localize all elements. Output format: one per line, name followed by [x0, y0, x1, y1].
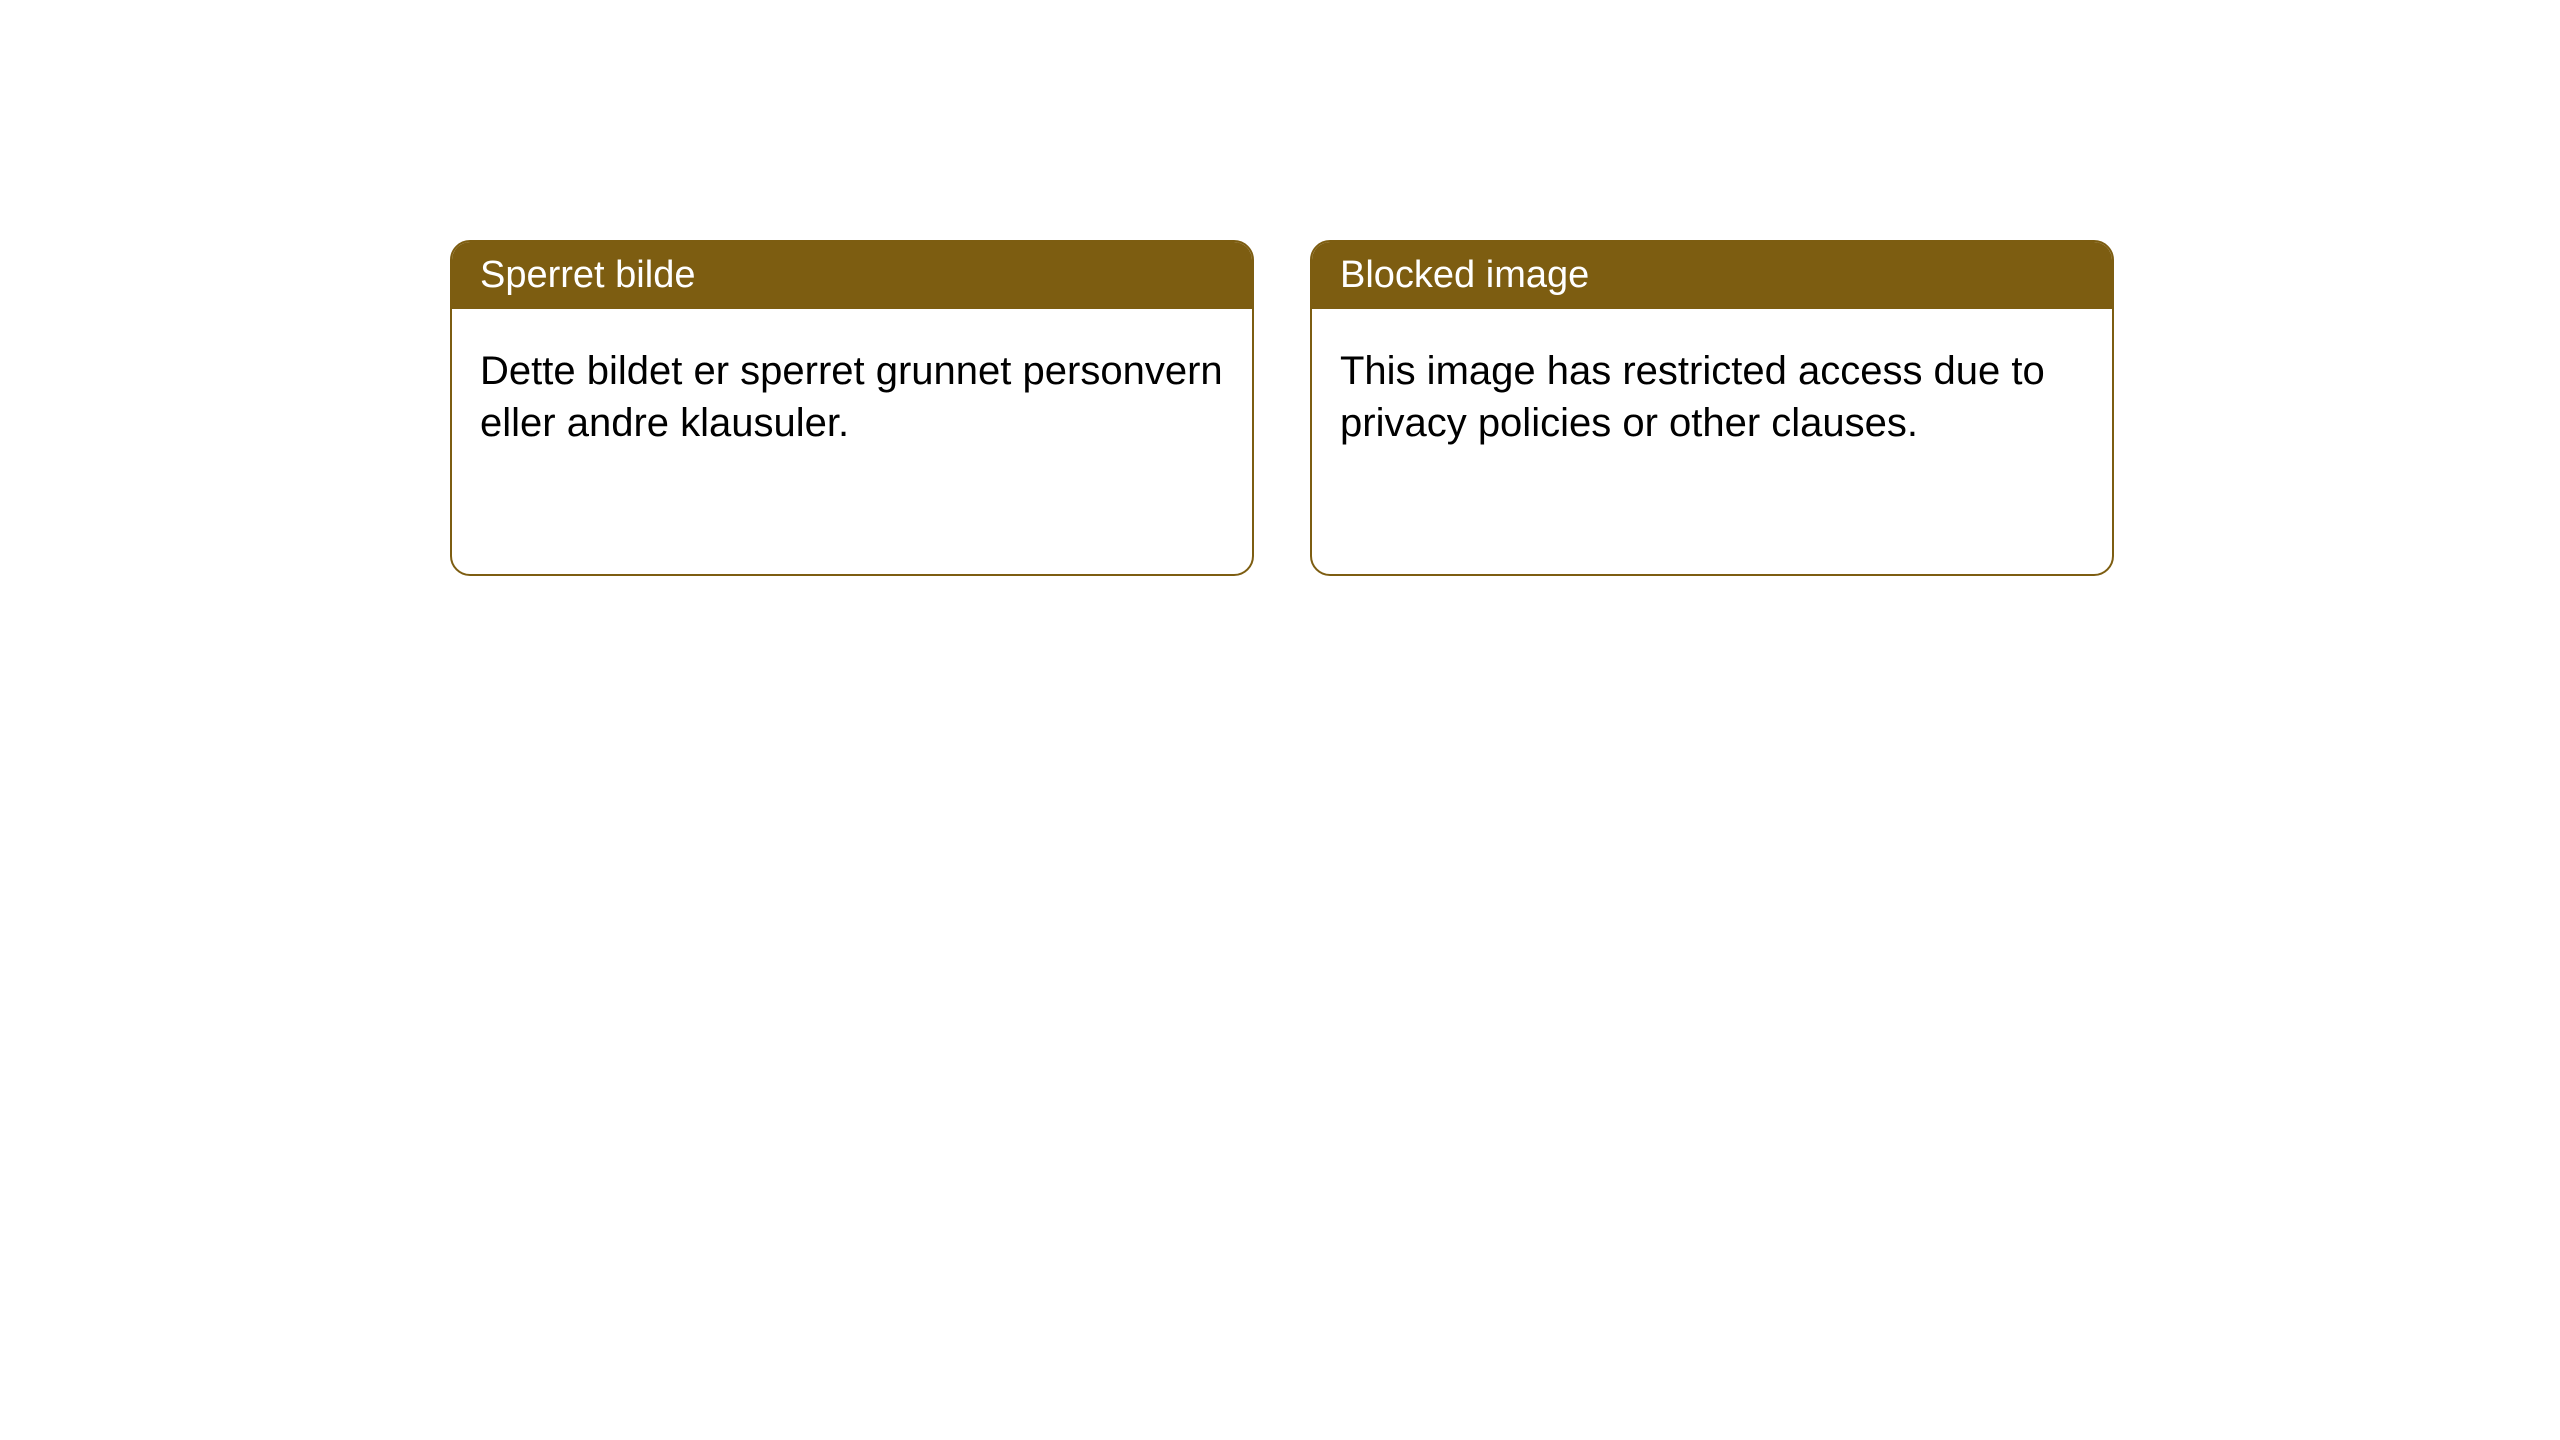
notice-message: Dette bildet er sperret grunnet personve… — [480, 349, 1223, 445]
notice-card-norwegian: Sperret bilde Dette bildet er sperret gr… — [450, 240, 1254, 576]
notice-message: This image has restricted access due to … — [1340, 349, 2045, 445]
notice-card-english: Blocked image This image has restricted … — [1310, 240, 2114, 576]
notice-title: Sperret bilde — [480, 254, 695, 296]
notice-title: Blocked image — [1340, 254, 1589, 296]
notice-container: Sperret bilde Dette bildet er sperret gr… — [450, 240, 2114, 576]
notice-header: Sperret bilde — [452, 242, 1252, 309]
notice-header: Blocked image — [1312, 242, 2112, 309]
notice-body: Dette bildet er sperret grunnet personve… — [452, 309, 1252, 485]
notice-body: This image has restricted access due to … — [1312, 309, 2112, 485]
